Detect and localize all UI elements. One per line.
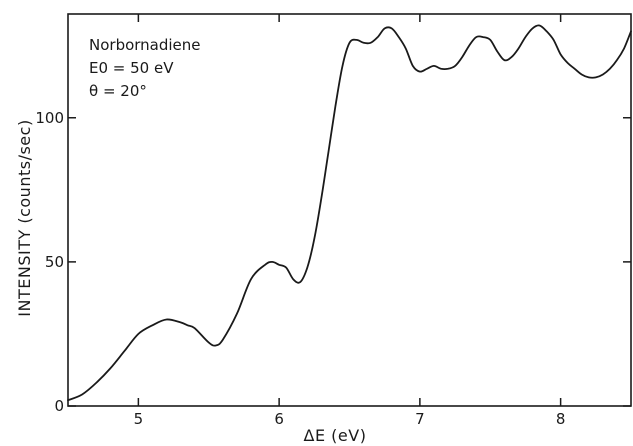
annotation-angle: θ = 20° <box>89 82 147 100</box>
y-tick-label: 0 <box>54 397 64 415</box>
series-line-intensity <box>67 24 632 402</box>
plot-frame <box>67 13 632 407</box>
y-tick-label: 100 <box>35 109 64 127</box>
x-axis-title: ΔE (eV) <box>304 426 367 445</box>
x-tick-label: 7 <box>415 410 425 428</box>
x-tick-label: 5 <box>134 410 144 428</box>
axis-tick-labels: 5 6 7 8 0 50 100 <box>35 109 565 428</box>
annotation-energy: E0 = 50 eV <box>89 59 174 77</box>
annotation-sample-name: Norbornadiene <box>89 36 201 54</box>
x-tick-label: 8 <box>556 410 566 428</box>
y-axis-title: INTENSITY (counts/sec) <box>15 119 34 316</box>
x-tick-label: 6 <box>274 410 284 428</box>
axis-ticks <box>68 14 631 407</box>
y-tick-label: 50 <box>45 253 64 271</box>
